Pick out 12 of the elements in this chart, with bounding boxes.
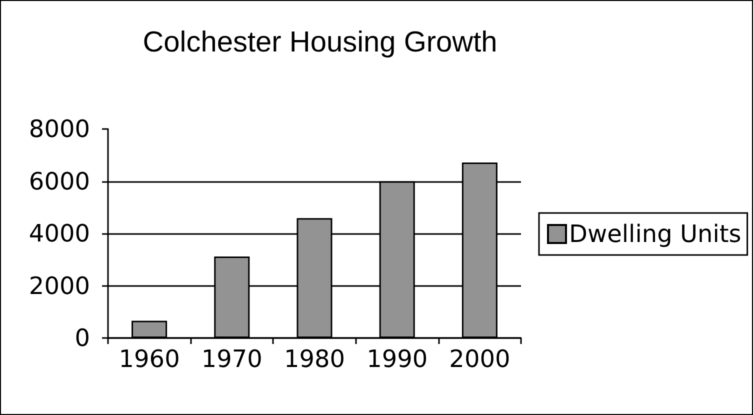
y-tick-label: 8000 [28,115,90,143]
chart-title: Colchester Housing Growth [142,26,498,58]
y-tick-label: 0 [74,324,90,352]
x-tick-label: 1970 [201,345,262,373]
y-tick-label: 2000 [28,272,90,300]
x-tick-label: 1990 [366,345,428,373]
y-tick-label: 4000 [28,220,90,248]
x-tick-label: 2000 [449,345,510,373]
legend-label: Dwelling Units [569,220,742,248]
x-tick-label: 1960 [118,345,180,373]
x-tick-label: 1980 [284,345,346,373]
y-tick-label: 6000 [28,167,90,196]
